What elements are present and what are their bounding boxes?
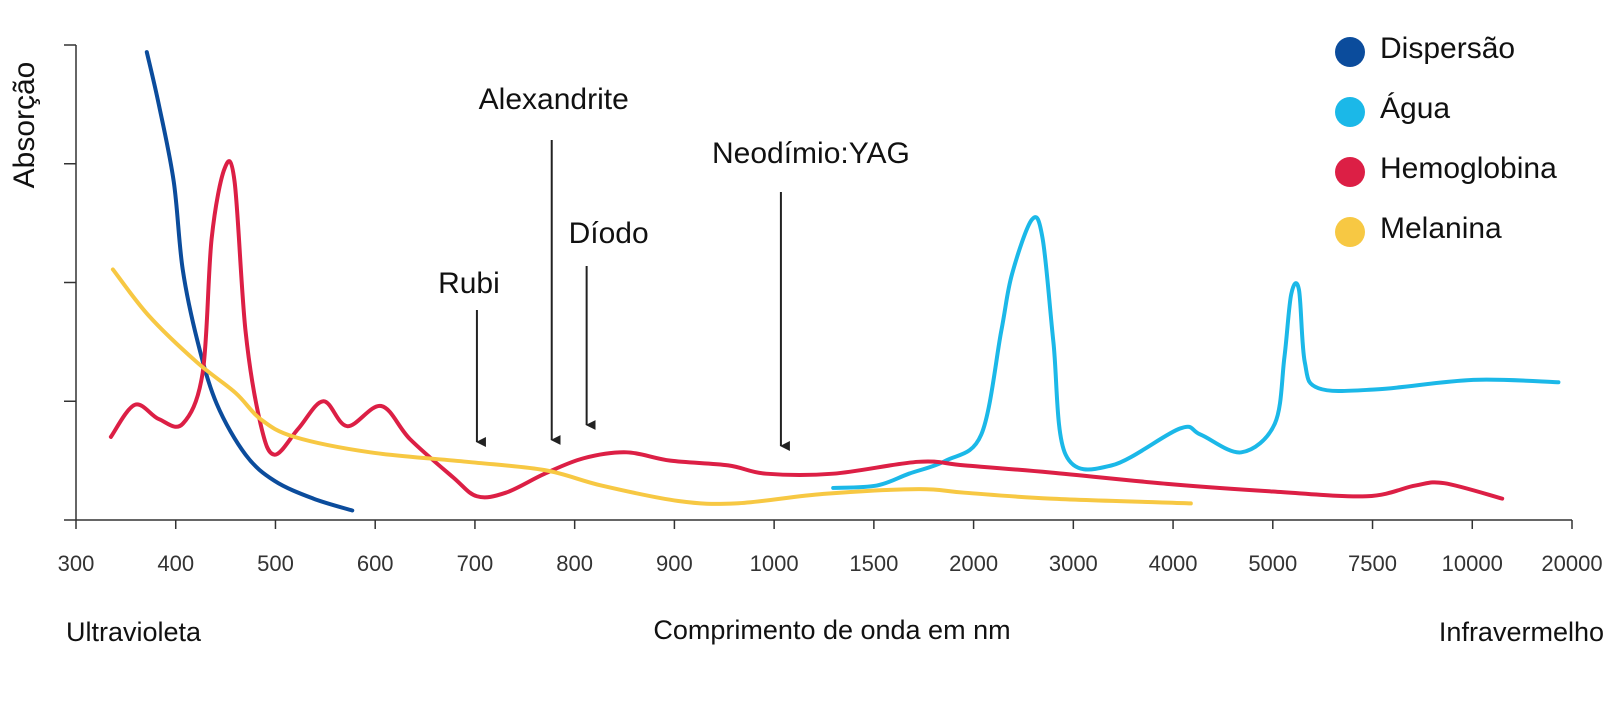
x-tick-label: 300	[58, 551, 95, 576]
x-tick-label: 1500	[849, 551, 898, 576]
legend-label: Água	[1380, 92, 1450, 125]
x-tick-label: 1000	[750, 551, 799, 576]
x-tick-label: 500	[257, 551, 294, 576]
x-tick-label: 5000	[1248, 551, 1297, 576]
legend-swatch	[1335, 157, 1365, 187]
annotation-label: Neodímio:YAG	[712, 137, 910, 170]
x-tick-label: 600	[357, 551, 394, 576]
annotation-label: Rubi	[438, 267, 500, 300]
legend-swatch	[1335, 97, 1365, 127]
x-tick-label: 10000	[1442, 551, 1503, 576]
legend-label: Hemoglobina	[1380, 152, 1557, 185]
x-axis-label: Comprimento de onda em nm	[653, 615, 1010, 645]
legend-swatch	[1335, 37, 1365, 67]
y-axis-label: Absorção	[8, 62, 41, 189]
x-tick-label: 4000	[1149, 551, 1198, 576]
x-tick-label: 700	[457, 551, 494, 576]
x-tick-label: 900	[656, 551, 693, 576]
x-tick-label: 400	[157, 551, 194, 576]
legend-label: Melanina	[1380, 212, 1502, 245]
series-line	[108, 159, 1505, 501]
series-line	[110, 267, 1193, 506]
legend-swatch	[1335, 217, 1365, 247]
annotation-label: Díodo	[569, 217, 649, 250]
x-tick-label: 3000	[1049, 551, 1098, 576]
x-tick-label: 20000	[1541, 551, 1602, 576]
x-tick-label: 800	[556, 551, 593, 576]
legend-label: Dispersão	[1380, 32, 1515, 65]
x-tick-label: 7500	[1348, 551, 1397, 576]
series-line	[831, 215, 1561, 490]
x-right-note: Infravermelho	[1439, 617, 1604, 647]
annotation-label: Alexandrite	[479, 83, 629, 116]
x-left-note: Ultravioleta	[66, 617, 202, 647]
x-tick-label: 2000	[949, 551, 998, 576]
